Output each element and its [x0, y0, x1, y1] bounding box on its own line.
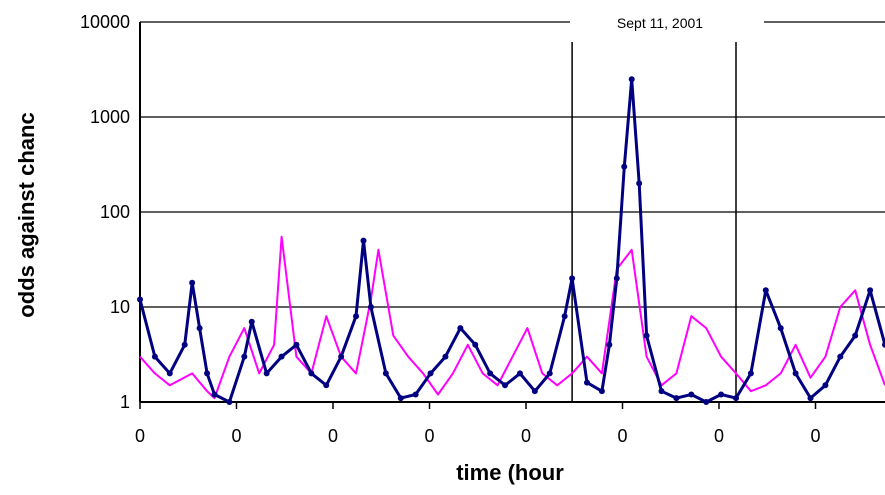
series-point: [263, 370, 270, 377]
x-axis-label: time (hour: [456, 460, 564, 485]
series-point: [688, 391, 695, 398]
series-point: [442, 353, 449, 360]
series-point: [807, 395, 814, 402]
series-point: [204, 370, 211, 377]
series-point: [353, 313, 360, 320]
series-line-2: [138, 77, 885, 404]
y-tick-label: 10000: [80, 12, 130, 32]
series-point: [293, 341, 300, 348]
series-point: [658, 388, 665, 395]
series-point: [569, 275, 576, 282]
series-point: [226, 399, 233, 405]
series-point: [733, 395, 739, 402]
series-point: [516, 370, 523, 377]
series-point: [621, 163, 628, 170]
series-point: [137, 296, 143, 303]
series-point: [308, 370, 315, 377]
series-point: [643, 332, 650, 339]
series-point: [792, 370, 799, 377]
x-tick-label: 0: [424, 426, 434, 446]
series-point: [613, 275, 620, 282]
series-point: [196, 325, 203, 332]
series-point: [397, 395, 404, 402]
series-layer: [137, 76, 885, 405]
series-point: [181, 341, 188, 348]
series-point: [502, 382, 509, 389]
x-ticks: 0 0 0 0 0 0 0 0: [135, 402, 821, 446]
series-point: [636, 180, 643, 187]
series-point: [777, 325, 784, 332]
series-point: [248, 318, 255, 325]
series-point: [241, 353, 248, 360]
series-point: [531, 388, 538, 395]
series-point: [412, 391, 419, 398]
series-point: [367, 304, 374, 310]
series-point: [606, 341, 613, 348]
gridlines: [140, 21, 885, 308]
x-tick-label: 0: [810, 426, 820, 446]
annotation-background: [570, 8, 764, 34]
series-point: [166, 370, 173, 377]
series-point: [718, 391, 725, 398]
series-point: [487, 370, 494, 377]
series-point: [546, 370, 553, 377]
series-point: [561, 313, 568, 320]
series-point: [382, 370, 389, 377]
x-tick-label: 0: [617, 426, 627, 446]
series-point: [457, 325, 464, 332]
series-point: [747, 370, 754, 377]
series-point: [673, 395, 680, 402]
series-point: [278, 353, 285, 360]
y-ticks: 1 10 100 1000 10000: [80, 12, 130, 412]
x-tick-label: 0: [135, 426, 145, 446]
series-point: [837, 353, 844, 360]
series-point: [472, 341, 479, 348]
series-point: [628, 76, 635, 83]
series-point: [338, 353, 345, 360]
series-point: [360, 237, 367, 244]
x-tick-label: 0: [328, 426, 338, 446]
series-point: [852, 332, 859, 339]
series-point: [882, 341, 885, 348]
y-tick-label: 100: [100, 202, 130, 222]
series-point: [584, 379, 590, 386]
series-point: [822, 382, 829, 389]
x-tick-label: 0: [231, 426, 241, 446]
series-point: [189, 279, 196, 286]
series-point: [211, 391, 218, 398]
series-point: [598, 388, 605, 395]
x-tick-label: 0: [714, 426, 724, 446]
series-line-1: [139, 235, 885, 400]
y-tick-label: 10: [110, 297, 130, 317]
y-tick-label: 1000: [90, 107, 130, 127]
series-point: [762, 287, 769, 294]
y-axis-label: odds against chanc: [14, 112, 39, 317]
x-tick-label: 0: [521, 426, 531, 446]
series-point: [867, 287, 874, 294]
series-point: [323, 382, 330, 389]
event-annotation: Sept 11, 2001: [617, 15, 703, 31]
series-point: [427, 370, 434, 377]
event-lines: [571, 42, 737, 402]
series-point: [151, 353, 158, 360]
y-tick-label: 1: [120, 392, 130, 412]
series-point: [703, 399, 710, 405]
